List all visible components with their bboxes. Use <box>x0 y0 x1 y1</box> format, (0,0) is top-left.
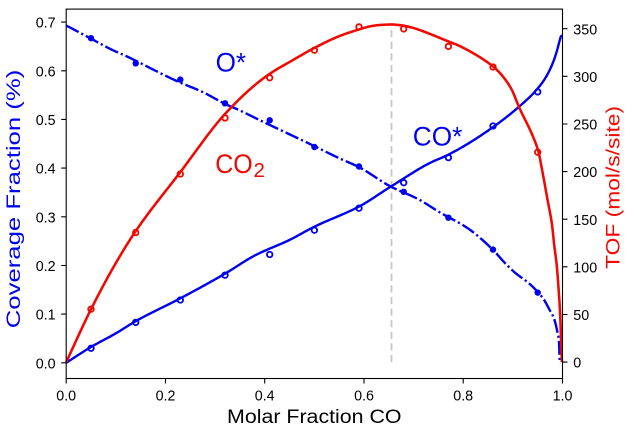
svg-text:0.5: 0.5 <box>36 113 56 129</box>
svg-text:200: 200 <box>573 165 597 181</box>
svg-text:2: 2 <box>254 159 265 182</box>
svg-text:50: 50 <box>573 308 589 324</box>
svg-text:TOF (mol/s/site): TOF (mol/s/site) <box>604 106 625 269</box>
svg-text:0.2: 0.2 <box>156 389 176 405</box>
svg-text:0.8: 0.8 <box>453 389 473 405</box>
svg-text:CO*: CO* <box>413 122 463 152</box>
svg-text:0.2: 0.2 <box>36 259 56 275</box>
svg-text:Coverage Fraction (%): Coverage Fraction (%) <box>4 70 25 329</box>
svg-text:300: 300 <box>573 70 597 86</box>
svg-text:250: 250 <box>573 118 597 134</box>
svg-text:1.0: 1.0 <box>553 389 573 405</box>
svg-text:0.0: 0.0 <box>56 389 76 405</box>
svg-text:350: 350 <box>573 22 597 38</box>
svg-text:0.3: 0.3 <box>36 210 56 226</box>
svg-text:0.6: 0.6 <box>36 64 56 80</box>
svg-text:150: 150 <box>573 213 597 229</box>
svg-text:0: 0 <box>573 356 581 372</box>
svg-text:0.6: 0.6 <box>354 389 374 405</box>
svg-text:0.7: 0.7 <box>36 16 56 32</box>
svg-text:0.0: 0.0 <box>36 356 56 372</box>
svg-text:0.4: 0.4 <box>36 162 56 178</box>
svg-text:0.1: 0.1 <box>36 308 56 324</box>
svg-text:CO: CO <box>215 149 253 179</box>
svg-text:O*: O* <box>216 48 247 78</box>
svg-text:0.4: 0.4 <box>255 389 275 405</box>
svg-text:100: 100 <box>573 260 597 276</box>
svg-text:Molar Fraction CO: Molar Fraction CO <box>227 407 402 428</box>
